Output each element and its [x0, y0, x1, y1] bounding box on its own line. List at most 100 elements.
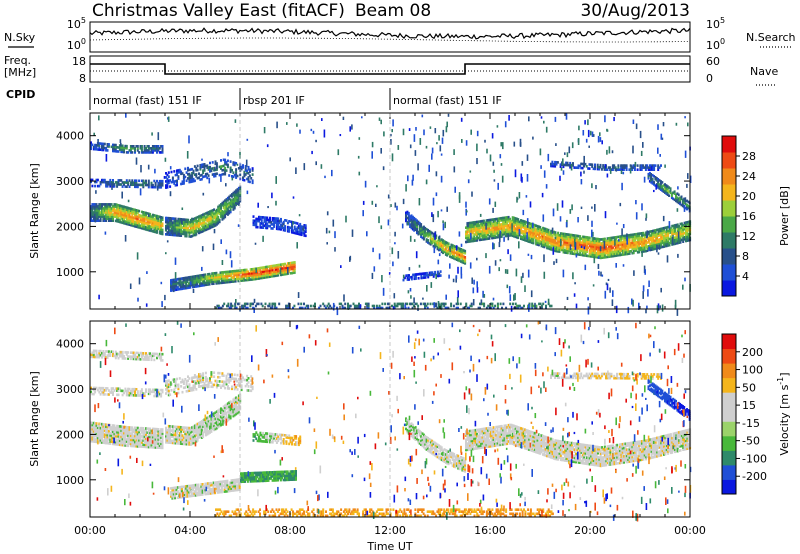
heatmap-cell [624, 246, 627, 250]
heatmap-cell [210, 211, 213, 215]
heatmap-cell [471, 229, 474, 233]
heatmap-cell [572, 248, 575, 251]
heatmap-cell [526, 227, 529, 231]
heatmap-cell [211, 223, 214, 226]
heatmap-cell [253, 221, 256, 225]
heatmap-cell [569, 209, 572, 214]
heatmap-cell [614, 166, 617, 169]
heatmap-cell [544, 242, 547, 245]
heatmap-cell [201, 280, 204, 283]
heatmap-cell [620, 247, 623, 250]
heatmap-cell [233, 190, 236, 194]
heatmap-cell [501, 175, 504, 183]
heatmap-cell [528, 228, 531, 231]
cpid-segment-label: normal (fast) 151 IF [93, 94, 202, 107]
heatmap-cell [473, 221, 476, 224]
heatmap-cell [464, 262, 467, 265]
heatmap-cell [522, 222, 525, 225]
heatmap-cell [661, 231, 664, 234]
heatmap-cell [595, 247, 598, 251]
heatmap-cell [664, 226, 667, 230]
heatmap-cell [230, 274, 233, 277]
heatmap-cell [171, 223, 174, 226]
heatmap-cell [221, 203, 224, 207]
heatmap-cell [145, 183, 147, 187]
heatmap-cell [199, 229, 202, 232]
heatmap-cell [446, 245, 449, 249]
heatmap-cell [653, 235, 656, 238]
heatmap-cell [507, 217, 510, 221]
heatmap-cell [180, 172, 183, 176]
heatmap-cell [107, 207, 110, 210]
heatmap-cell [202, 219, 205, 223]
heatmap-cell [650, 173, 652, 181]
heatmap-cell [134, 151, 136, 154]
heatmap-cell [140, 210, 143, 214]
heatmap-cell [269, 273, 271, 276]
heatmap-cell [447, 242, 450, 245]
heatmap-cell [568, 249, 571, 253]
heatmap-cell [631, 243, 634, 247]
heatmap-cell [224, 162, 227, 166]
heatmap-cell [233, 204, 236, 208]
heatmap-cell [485, 229, 488, 232]
heatmap-cell [599, 132, 601, 137]
heatmap-cell [644, 168, 647, 171]
heatmap-cell [545, 184, 548, 189]
heatmap-cell [565, 243, 568, 246]
heatmap-cell [178, 226, 181, 229]
heatmap-cell [580, 166, 583, 170]
heatmap-cell [498, 231, 500, 235]
heatmap-cell [524, 220, 527, 224]
heatmap-cell [413, 218, 416, 222]
heatmap-cell [525, 229, 528, 232]
heatmap-cell [147, 183, 150, 187]
heatmap-cell [101, 213, 103, 216]
heatmap-cell [233, 276, 236, 279]
heatmap-cell [436, 247, 439, 251]
heatmap-cell [576, 234, 579, 238]
heatmap-cell [345, 215, 347, 223]
heatmap-cell [180, 182, 183, 186]
heatmap-cell [634, 243, 637, 246]
heatmap-cell [221, 216, 224, 219]
heatmap-cell [532, 231, 535, 235]
heatmap-cell [492, 236, 495, 240]
heatmap-cell [199, 218, 202, 222]
heatmap-cell [598, 165, 601, 169]
heatmap-cell [608, 255, 610, 258]
heatmap-cell [291, 231, 293, 234]
heatmap-cell [507, 232, 510, 235]
heatmap-cell [187, 226, 189, 230]
heatmap-cell [291, 222, 293, 226]
heatmap-cell [169, 185, 172, 188]
heatmap-cell [237, 167, 240, 170]
heatmap-cell [486, 148, 488, 154]
heatmap-cell [411, 217, 414, 221]
heatmap-cell [562, 165, 565, 169]
heatmap-cell [507, 220, 510, 223]
heatmap-cell [553, 243, 555, 246]
heatmap-cell [252, 267, 255, 271]
heatmap-cell [617, 164, 620, 167]
heatmap-cell [488, 227, 491, 230]
heatmap-cell [580, 179, 583, 185]
heatmap-cell [158, 179, 161, 183]
heatmap-cell [304, 228, 307, 231]
heatmap-cell [616, 248, 619, 251]
heatmap-cell [121, 150, 124, 154]
heatmap-cell [628, 250, 631, 253]
heatmap-cell [487, 219, 489, 222]
heatmap-cell [565, 251, 568, 254]
heatmap-cell [664, 242, 667, 246]
heatmap-cell [263, 276, 266, 279]
heatmap-cell [474, 233, 477, 236]
heatmap-cell [682, 224, 685, 227]
heatmap-cell [543, 241, 546, 245]
heatmap-cell [680, 195, 683, 199]
heatmap-cell [566, 251, 569, 255]
heatmap-cell [203, 279, 205, 283]
heatmap-cell [204, 222, 207, 225]
heatmap-cell [229, 198, 232, 201]
heatmap-cell [282, 267, 285, 270]
